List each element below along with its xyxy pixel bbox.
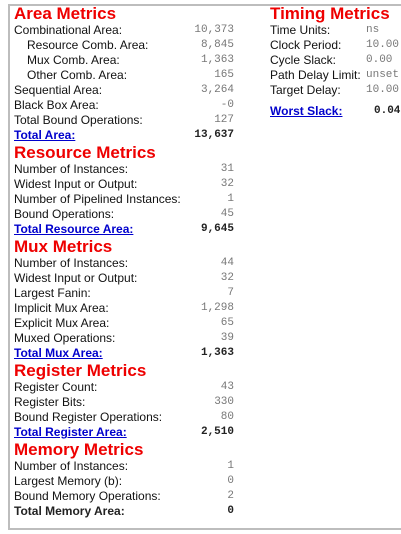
total-area-value: 13,637	[194, 129, 234, 141]
metric-row: Muxed Operations: 39	[14, 331, 234, 345]
metric-row: Number of Instances: 1	[14, 459, 234, 473]
total-resource-area-value: 9,645	[200, 223, 234, 235]
metric-row: Number of Instances: 44	[14, 256, 234, 270]
worst-slack-link[interactable]: Worst Slack:	[270, 104, 343, 118]
total-memory-area-label: Total Memory Area:	[14, 504, 125, 518]
total-resource-area-row: Total Resource Area: 9,645	[14, 222, 234, 237]
metric-row: Register Bits: 330	[14, 395, 234, 409]
metrics-panel	[8, 4, 401, 530]
metric-row: Sequential Area: 3,264	[14, 83, 234, 97]
timing-metrics-title: Timing Metrics	[270, 4, 390, 23]
total-area-row: Total Area: 13,637	[14, 128, 234, 143]
metric-row: Total Bound Operations: 127	[14, 113, 234, 127]
metric-row: Time Units: ns	[270, 23, 380, 37]
resource-metrics-title: Resource Metrics	[14, 143, 156, 162]
worst-slack-row: Worst Slack: 0.04	[270, 104, 401, 119]
metric-row: Widest Input or Output: 32	[14, 271, 234, 285]
metric-row: Target Delay: 10.00	[270, 83, 400, 97]
right-column: Timing Metrics Time Units: ns Clock Perio…	[270, 4, 401, 119]
metric-row: Number of Pipelined Instances: 1	[14, 192, 234, 206]
metric-row: Largest Fanin: 7	[14, 286, 234, 300]
metric-row: Bound Memory Operations: 2	[14, 489, 234, 503]
metric-row: Path Delay Limit: unset	[270, 68, 400, 82]
total-area-link[interactable]: Total Area:	[14, 128, 76, 142]
memory-metrics-title: Memory Metrics	[14, 440, 144, 459]
total-register-area-link[interactable]: Total Register Area:	[14, 425, 127, 439]
total-mux-area-value: 1,363	[200, 347, 234, 359]
total-register-area-row: Total Register Area: 2,510	[14, 425, 234, 440]
mux-metrics-title: Mux Metrics	[14, 237, 113, 256]
metric-row: Widest Input or Output: 32	[14, 177, 234, 191]
metric-row: Cycle Slack: 0.00	[270, 53, 393, 67]
metric-row: Other Comb. Area: 165	[27, 68, 234, 82]
total-memory-area-row: Total Memory Area: 0	[14, 504, 234, 519]
total-mux-area-link[interactable]: Total Mux Area:	[14, 346, 103, 360]
metric-row: Register Count: 43	[14, 380, 234, 394]
metric-row: Bound Register Operations: 80	[14, 410, 234, 424]
metric-row: Largest Memory (b): 0	[14, 474, 234, 488]
metric-row: Number of Instances: 31	[14, 162, 234, 176]
total-resource-area-link[interactable]: Total Resource Area:	[14, 222, 134, 236]
metric-row: Implicit Mux Area: 1,298	[14, 301, 234, 315]
metric-row: Mux Comb. Area: 1,363	[27, 53, 234, 67]
metric-row: Bound Operations: 45	[14, 207, 234, 221]
area-metrics-title: Area Metrics	[14, 4, 117, 23]
metric-row: Clock Period: 10.00	[270, 38, 400, 52]
metric-row: Black Box Area: -0	[14, 98, 234, 112]
register-metrics-title: Register Metrics	[14, 361, 147, 380]
metric-row: Combinational Area: 10,373	[14, 23, 234, 37]
worst-slack-value: 0.04	[374, 105, 401, 117]
metric-row: Resource Comb. Area: 8,845	[27, 38, 234, 52]
total-register-area-value: 2,510	[200, 426, 234, 438]
metric-row: Explicit Mux Area: 65	[14, 316, 234, 330]
total-memory-area-value: 0	[227, 505, 234, 517]
total-mux-area-row: Total Mux Area: 1,363	[14, 346, 234, 361]
left-column: Area Metrics Combinational Area: 10,373 R…	[14, 4, 234, 519]
